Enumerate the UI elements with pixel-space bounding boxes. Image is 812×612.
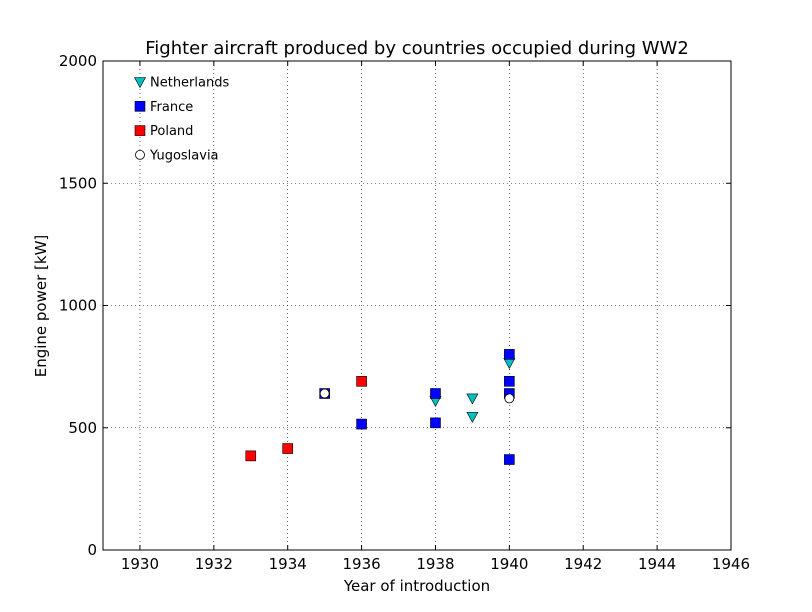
data-points (245, 349, 516, 465)
legend-marker-france (134, 101, 146, 112)
data-point-france (430, 417, 441, 429)
legend-label-poland: Poland (150, 124, 193, 139)
x-tick-label: 1942 (564, 555, 602, 573)
data-point-france (504, 349, 515, 360)
data-point-yugoslavia (504, 393, 515, 404)
x-tick-label: 1944 (638, 555, 676, 573)
y-tick-label: 1500 (59, 174, 97, 192)
data-point-france (356, 418, 367, 430)
grid-lines (103, 61, 731, 550)
data-point-poland (356, 375, 367, 387)
y-tick-label: 2000 (59, 52, 97, 70)
legend-marker-netherlands (133, 77, 147, 89)
plot-frame (102, 60, 732, 551)
legend-label-yugoslavia: Yugoslavia (149, 148, 219, 163)
data-point-france (430, 388, 441, 399)
legend-label-france: France (150, 100, 193, 115)
x-tick-label: 1938 (416, 555, 454, 573)
legend-marker-yugoslavia (135, 149, 145, 160)
chart-title: Fighter aircraft produced by countries o… (145, 38, 689, 59)
x-tick-label: 1936 (342, 555, 380, 573)
y-tick-label: 1000 (59, 297, 97, 315)
data-point-netherlands (466, 411, 479, 423)
data-point-france (504, 454, 515, 465)
data-point-poland (282, 443, 294, 454)
data-point-poland (245, 450, 257, 462)
legend-marker-poland (134, 125, 146, 136)
data-point-netherlands (466, 393, 479, 405)
legend: Netherlands France Poland Yugoslavia (133, 76, 229, 163)
data-point-netherlands (503, 358, 516, 370)
data-point-yugoslavia (319, 388, 330, 399)
y-tick-label: 0 (87, 541, 97, 559)
x-tick-label: 1934 (269, 555, 307, 573)
x-tick-label: 1946 (712, 555, 750, 573)
legend-label-netherlands: Netherlands (150, 76, 229, 91)
x-tick-label: 1930 (121, 555, 159, 573)
y-tick-label: 500 (68, 419, 97, 437)
axis-ticks: 1930 1932 1934 1936 1938 1940 1942 1944 1946 0 500… (59, 52, 750, 573)
y-axis-label: Engine power [kW] (32, 235, 50, 378)
x-tick-label: 1940 (490, 555, 528, 573)
x-tick-label: 1932 (195, 555, 233, 573)
x-axis-label: Year of introduction (343, 577, 490, 595)
data-point-france (504, 375, 515, 387)
